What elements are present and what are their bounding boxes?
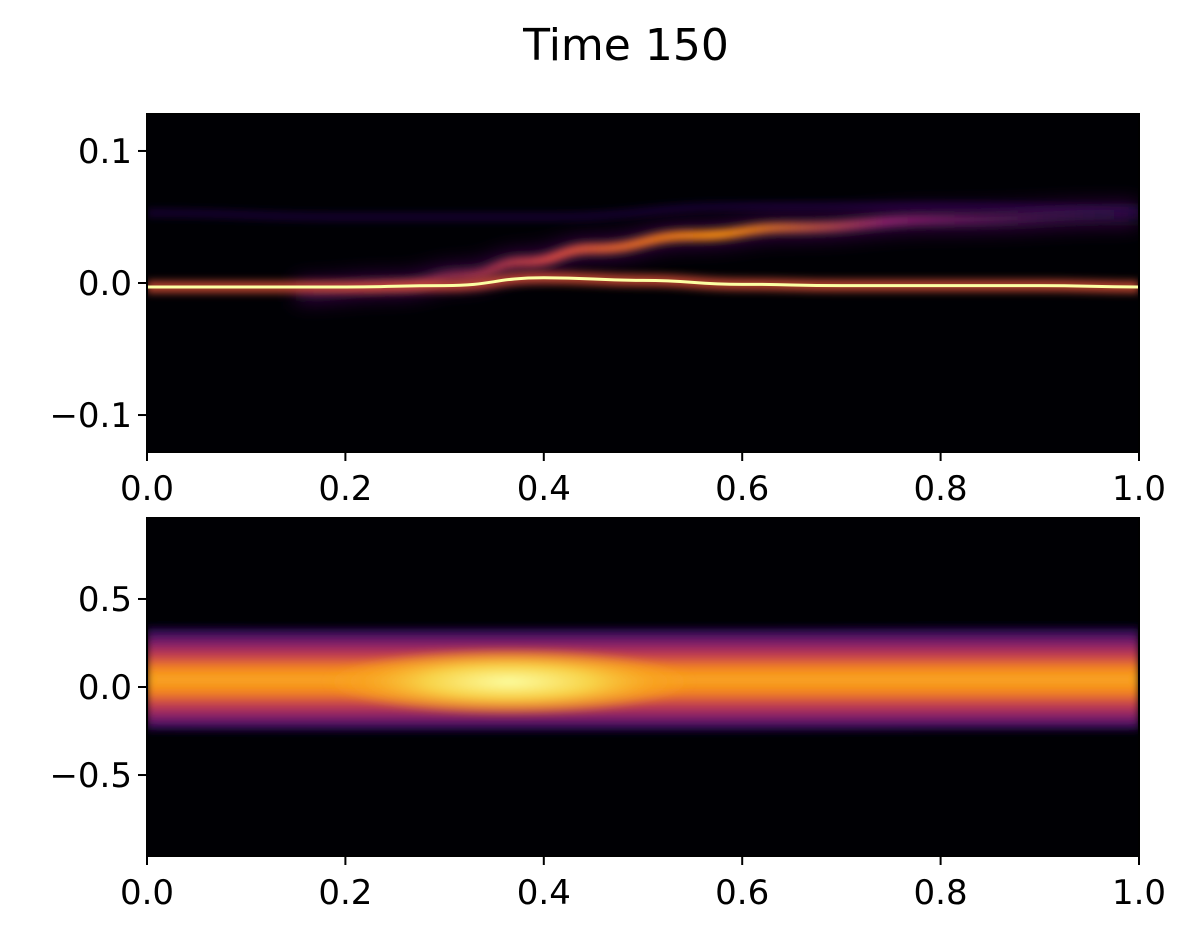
x-tick-label: 1.0 — [1112, 469, 1166, 509]
x-tick-label: 0.8 — [914, 469, 968, 509]
bottom-y-axis: 0.5 0.0 −0.5 — [49, 580, 147, 796]
bottom-x-axis: 0.0 0.2 0.4 0.6 0.8 1.0 — [120, 856, 1166, 913]
x-tick-label: 0.8 — [914, 873, 968, 913]
heatmap-ridge — [147, 276, 1139, 289]
top-y-axis: 0.1 0.0 −0.1 — [49, 132, 147, 436]
x-tick-label: 1.0 — [1112, 873, 1166, 913]
y-tick-label: 0.0 — [78, 264, 132, 304]
x-tick-label: 0.0 — [120, 873, 174, 913]
top-heatmap-panel: 0.0 0.2 0.4 0.6 0.8 1.0 0.1 0.0 −0.1 — [49, 113, 1166, 509]
x-tick-label: 0.2 — [318, 873, 372, 913]
heatmap-core — [325, 647, 693, 716]
bottom-heatmap-panel: 0.0 0.2 0.4 0.6 0.8 1.0 0.5 0.0 −0.5 — [49, 517, 1166, 913]
top-x-axis: 0.0 0.2 0.4 0.6 0.8 1.0 — [120, 452, 1166, 509]
heatmap-faint-band — [147, 202, 1139, 221]
figure-title: Time 150 — [522, 20, 729, 71]
x-tick-label: 0.6 — [715, 873, 769, 913]
bottom-heatmap-image — [147, 625, 1139, 733]
y-tick-label: −0.1 — [49, 396, 132, 436]
x-tick-label: 0.4 — [517, 469, 571, 509]
top-heatmap-image — [147, 202, 1139, 302]
x-tick-label: 0.2 — [318, 469, 372, 509]
y-tick-label: −0.5 — [49, 756, 132, 796]
y-tick-label: 0.5 — [78, 580, 132, 620]
x-tick-label: 0.4 — [517, 873, 571, 913]
x-tick-label: 0.6 — [715, 469, 769, 509]
y-tick-label: 0.0 — [78, 668, 132, 708]
y-tick-label: 0.1 — [78, 132, 132, 172]
x-tick-label: 0.0 — [120, 469, 174, 509]
